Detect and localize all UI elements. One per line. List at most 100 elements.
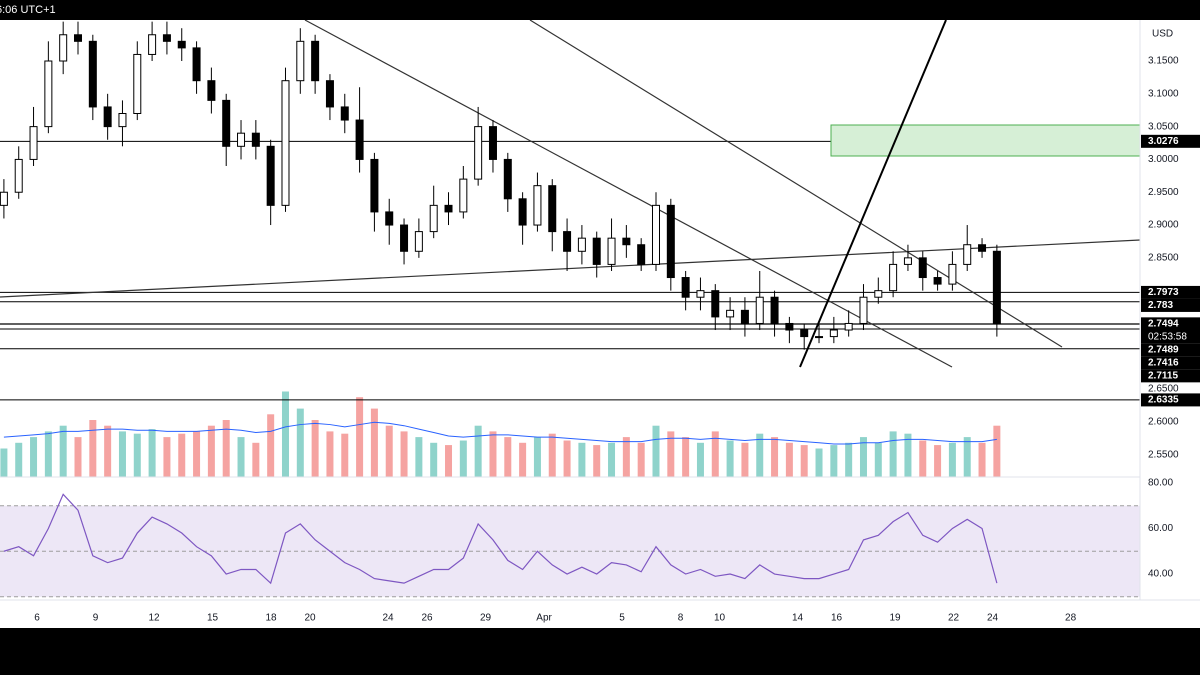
candle-body [0, 191, 8, 206]
candle-body [88, 40, 97, 108]
candle-body [548, 185, 557, 233]
candle-body [933, 277, 942, 285]
volume-bar [563, 440, 571, 477]
candle-body [14, 158, 23, 193]
candle-body [918, 257, 927, 279]
y-tick-label: 2.8500 [1148, 252, 1179, 263]
candle-body [162, 34, 171, 42]
x-tick-label: Apr [536, 613, 552, 624]
volume-bar [104, 425, 112, 477]
level-label: 3.0276 [1148, 136, 1179, 147]
volume-bar [59, 425, 67, 477]
front-layer [0, 21, 1001, 585]
currency-label: USD [1152, 29, 1173, 40]
volume-bar [430, 442, 438, 477]
rsi-tick-label: 60.00 [1148, 523, 1173, 534]
volume-bar [193, 431, 201, 477]
volume-bar [0, 448, 8, 477]
candle-body [696, 290, 705, 298]
candle-body [992, 250, 1001, 325]
trend-line [304, 19, 953, 368]
candle-body [607, 237, 616, 265]
volume-bar [148, 429, 156, 477]
volume-bar [445, 445, 453, 477]
candle-body [740, 309, 749, 324]
y-tick-label: 3.1500 [1148, 56, 1179, 67]
volume-bar [15, 442, 23, 477]
level-label: 2.6335 [1148, 395, 1179, 406]
volume-bar [474, 425, 482, 477]
candle-body [963, 244, 972, 265]
y-tick-label: 2.6500 [1148, 384, 1179, 395]
candle-body [29, 126, 38, 160]
candle-body [711, 290, 720, 318]
level-label: 2.7973 [1148, 287, 1179, 298]
level-label: 2.783 [1148, 300, 1173, 311]
candle-body [859, 296, 868, 324]
volume-bar [415, 437, 423, 477]
volume-bar [296, 408, 304, 477]
volume-bar [800, 445, 808, 477]
candle-body [637, 244, 646, 265]
candle-body [251, 132, 260, 147]
candle-body [874, 290, 883, 298]
candle-body [488, 126, 497, 160]
candle-body [281, 80, 290, 206]
volume-bar [311, 420, 319, 477]
volume-bar [637, 442, 645, 477]
y-tick-label: 2.6000 [1148, 417, 1179, 428]
x-tick-label: 14 [792, 613, 804, 624]
volume-bar [963, 437, 971, 477]
volume-bar [178, 433, 186, 477]
x-tick-label: 6 [34, 613, 40, 624]
x-tick-label: 24 [382, 613, 394, 624]
candle-body [681, 277, 690, 298]
x-tick-label: 9 [93, 613, 99, 624]
trend-line [529, 19, 1063, 348]
volume-bar [578, 442, 586, 477]
volume-bar [726, 440, 734, 477]
candle-body [207, 80, 216, 101]
volume-bar [74, 437, 82, 477]
candle-body [755, 296, 764, 324]
countdown-label: 02:53:58 [1148, 331, 1187, 342]
candle-body [133, 53, 142, 114]
x-tick-label: 22 [948, 613, 960, 624]
candle-body [325, 80, 334, 108]
time-label: 6:06 UTC+1 [0, 4, 56, 16]
candle-body [563, 231, 572, 252]
volume-bar [993, 425, 1001, 477]
level-label-box [1141, 356, 1200, 370]
candle-body [59, 34, 68, 62]
volume-bar [281, 391, 289, 477]
rsi-line [3, 493, 998, 585]
volume-bar [30, 437, 38, 477]
volume-bar [519, 442, 527, 477]
volume-bar [696, 442, 704, 477]
candle-body [103, 106, 112, 128]
volume-bar [948, 442, 956, 477]
y-tick-label: 2.9500 [1148, 187, 1179, 198]
candle-body [355, 119, 364, 160]
volume-bar [859, 437, 867, 477]
level-label-box [1141, 343, 1200, 357]
rsi-tick-label: 40.00 [1148, 569, 1173, 580]
candle-body [978, 244, 987, 252]
volume-bar [267, 414, 275, 477]
volume-bar [682, 437, 690, 477]
volume-bar [593, 445, 601, 477]
volume-ma [3, 421, 997, 445]
level-label-box [1141, 285, 1200, 299]
volume-bar [874, 442, 882, 477]
rsi-tick-label: 80.00 [1148, 478, 1173, 489]
volume-bar [89, 420, 97, 477]
volume-bar [845, 442, 853, 477]
level-label-box [1141, 298, 1200, 312]
volume-bar [771, 437, 779, 477]
candle-body [844, 322, 853, 331]
volume-bar [711, 431, 719, 477]
level-label-box [1141, 369, 1200, 383]
candle-body [903, 257, 912, 265]
trend-line [0, 239, 1141, 298]
volume-bar [667, 431, 675, 477]
